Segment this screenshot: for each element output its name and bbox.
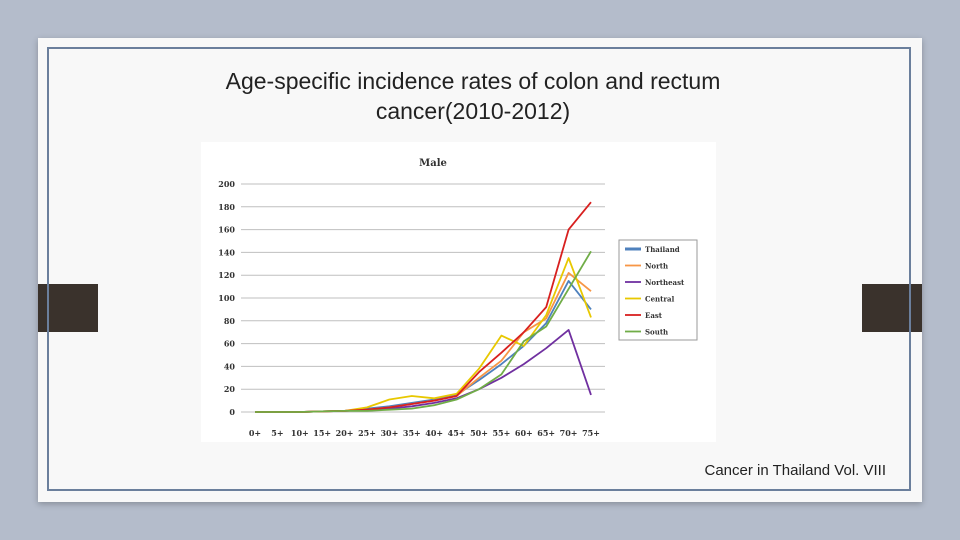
line-chart: Male 0 20 40 60 80 100 120 140 160 180 200 0+ 5+ 10+ 15… [218,158,698,438]
legend-label: East [645,311,663,320]
series-line-thailand [255,279,592,413]
x-tick-label: 45+ [448,428,466,438]
source-caption: Cancer in Thailand Vol. VIII [704,462,887,479]
x-tick-label: 40+ [425,428,443,438]
legend-label: Central [645,295,675,304]
series-line-north [255,271,592,413]
x-tick-label: 65+ [537,428,555,438]
chart-image: Male 0 20 40 60 80 100 120 140 160 180 200 0+ 5+ 10+ 15… [201,142,716,442]
y-tick-label: 180 [218,202,235,212]
y-tick-label: 200 [218,179,235,189]
x-tick-label: 30+ [380,428,398,438]
y-tick-label: 80 [224,316,236,326]
legend-label: Thailand [645,245,680,254]
y-tick-label: 120 [218,270,235,280]
x-tick-label: 5+ [271,428,283,438]
series-line-south [255,250,592,413]
x-tick-label: 35+ [403,428,421,438]
y-tick-label: 60 [224,339,236,349]
x-tick-label: 75+ [582,428,600,438]
x-tick-label: 60+ [515,428,533,438]
series-line-northeast [255,328,592,413]
slide-frame [47,47,911,491]
x-tick-label: 55+ [492,428,510,438]
x-tick-label: 0+ [249,428,261,438]
x-tick-label: 15+ [313,428,331,438]
y-tick-label: 140 [218,247,235,257]
legend-box [618,239,698,341]
x-tick-label: 70+ [560,428,578,438]
legend-label: Northeast [645,278,685,287]
x-tick-label: 25+ [358,428,376,438]
y-tick-label: 0 [229,407,235,417]
y-tick-label: 160 [218,225,235,235]
series-line-east [255,201,592,413]
legend-label: North [645,262,668,271]
y-tick-label: 20 [224,384,236,394]
x-tick-label: 20+ [336,428,354,438]
right-edge-tab [862,284,922,332]
x-tick-label: 50+ [470,428,488,438]
chart-title: Male [419,158,447,169]
y-tick-label: 40 [224,361,236,371]
legend-label: South [645,328,668,337]
y-tick-label: 100 [218,293,235,303]
slide-title: Age-specific incidence rates of colon an… [225,68,721,124]
x-tick-label: 10+ [291,428,309,438]
slide: Age-specific incidence rates of colon an… [38,38,922,502]
